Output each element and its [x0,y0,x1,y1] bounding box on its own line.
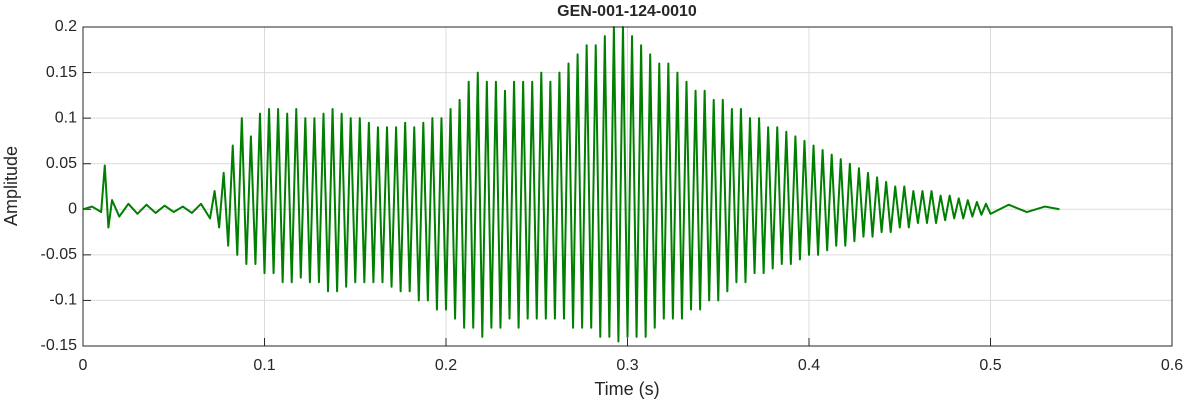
y-tick-label: 0.05 [46,155,77,172]
x-tick-label: 0.3 [616,357,638,374]
x-tick-label: 0.4 [798,357,820,374]
chart-title: GEN-001-124-0010 [557,3,697,20]
x-tick-label: 0.6 [1161,357,1183,374]
y-tick-label: 0.2 [55,18,77,35]
waveform [82,26,1060,343]
x-tick-label: 0.2 [435,357,457,374]
y-tick-label: 0 [68,201,77,218]
y-tick-label: 0.1 [55,109,77,126]
x-tick-label: 0.5 [979,357,1001,374]
y-tick-label: 0.15 [46,64,77,81]
y-tick-label: -0.05 [41,246,78,263]
y-tick-label: -0.1 [49,292,77,309]
y-tick-label: -0.15 [41,337,78,354]
x-tick-label: 0 [79,357,88,374]
x-tick-label: 0.1 [253,357,275,374]
x-axis-label: Time (s) [594,379,659,399]
y-axis-label: Amplitude [1,146,21,226]
plot-frame [82,26,1173,347]
